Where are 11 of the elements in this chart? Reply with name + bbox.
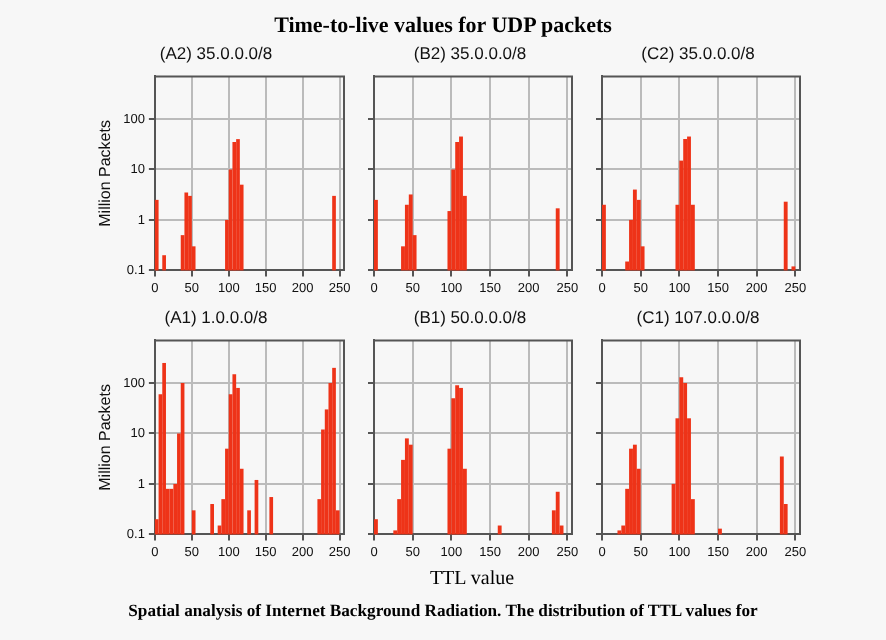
chart-title: (C1) 107.0.0.0/8	[636, 306, 760, 327]
chart-title: (C2) 35.0.0.0/8	[641, 42, 756, 63]
text: Spatial analysis of Internet Background Radiation. The distribution of TTL values for	[126, 600, 760, 620]
chart-title: (B2) 35.0.0.0/8	[413, 42, 527, 63]
text: Time-to-live values for UDP packets	[272, 14, 614, 38]
y-axis-title: Million Packets	[96, 120, 115, 227]
chart-title: (A2) 35.0.0.0/8	[159, 42, 273, 63]
chart-title: (A1) 1.0.0.0/8	[164, 306, 269, 327]
y-axis-title: Million Packets	[96, 384, 115, 491]
x-axis-title: TTL value	[427, 568, 517, 590]
chart-title: (B1) 50.0.0.0/8	[413, 306, 527, 327]
